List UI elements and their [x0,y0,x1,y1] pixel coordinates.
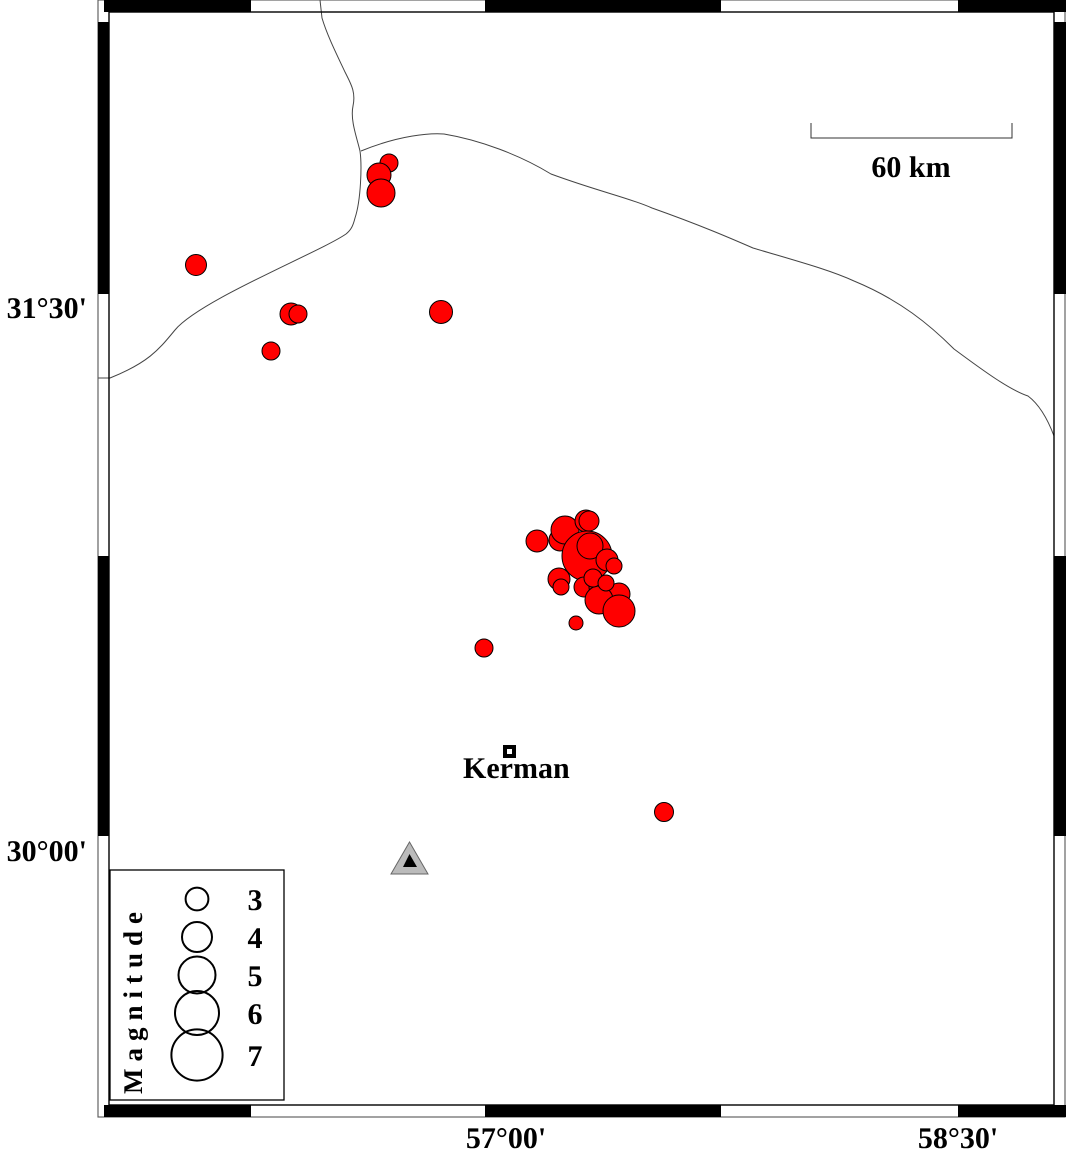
svg-text:6: 6 [248,998,263,1031]
svg-text:4: 4 [248,922,263,955]
svg-text:57°00': 57°00' [466,1122,546,1155]
svg-text:Magnitude: Magnitude [118,905,148,1094]
svg-text:58°30': 58°30' [918,1122,998,1155]
svg-text:7: 7 [248,1040,263,1073]
svg-text:3: 3 [248,884,263,917]
svg-text:30°00': 30°00' [7,835,87,868]
svg-text:Kerman: Kerman [463,752,570,785]
svg-text:60 km: 60 km [871,151,950,184]
svg-text:5: 5 [248,960,263,993]
svg-text:31°30': 31°30' [7,292,87,325]
